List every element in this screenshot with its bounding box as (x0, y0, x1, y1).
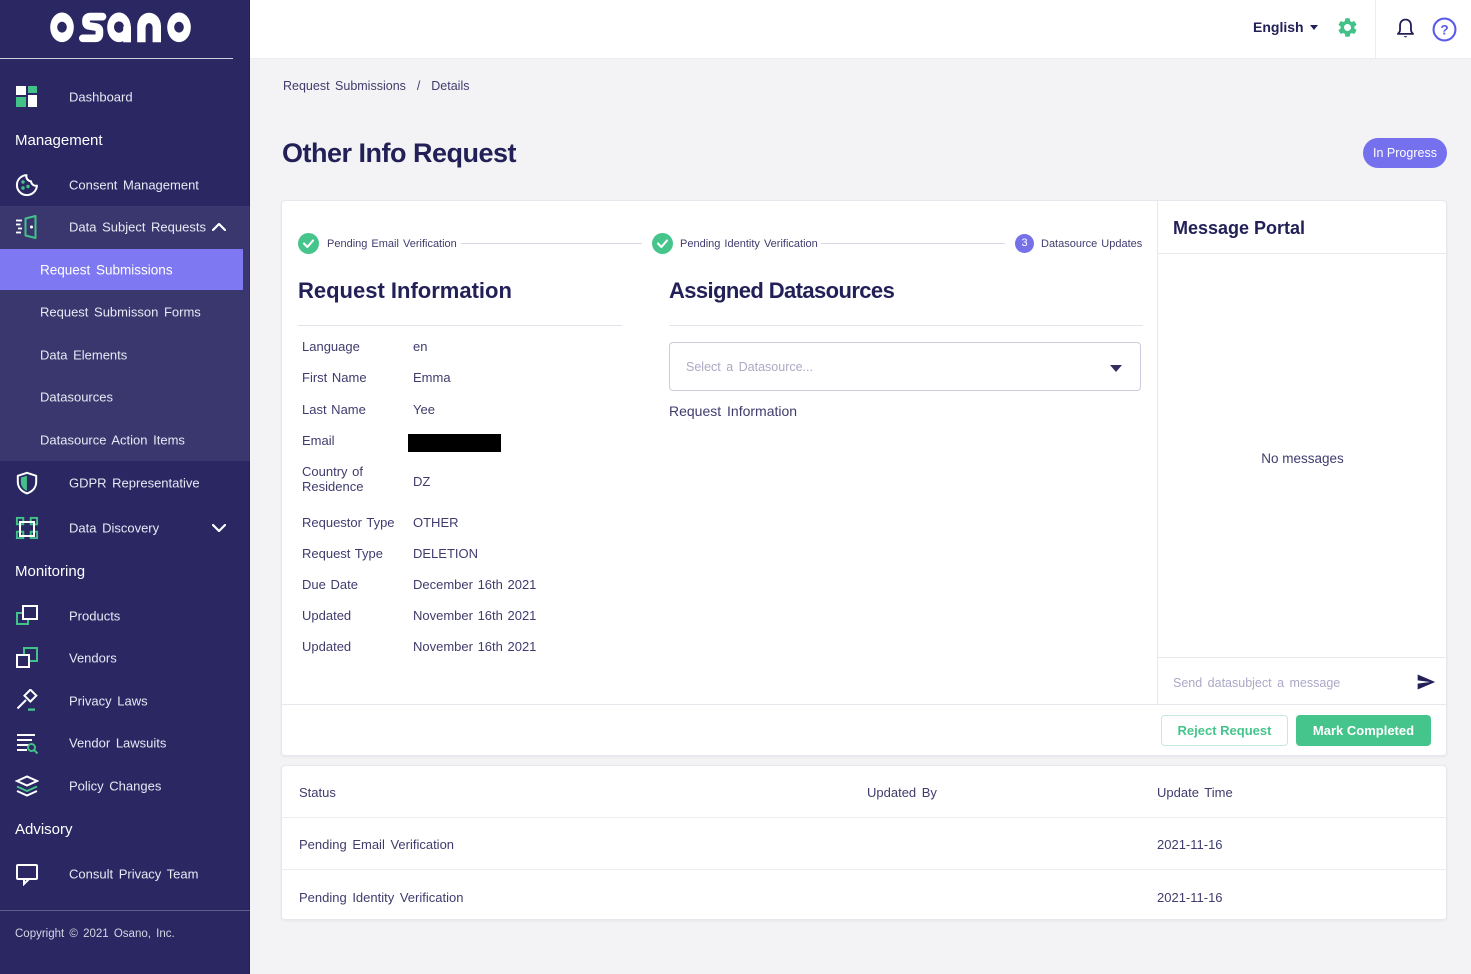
svg-text:?: ? (1440, 23, 1448, 38)
